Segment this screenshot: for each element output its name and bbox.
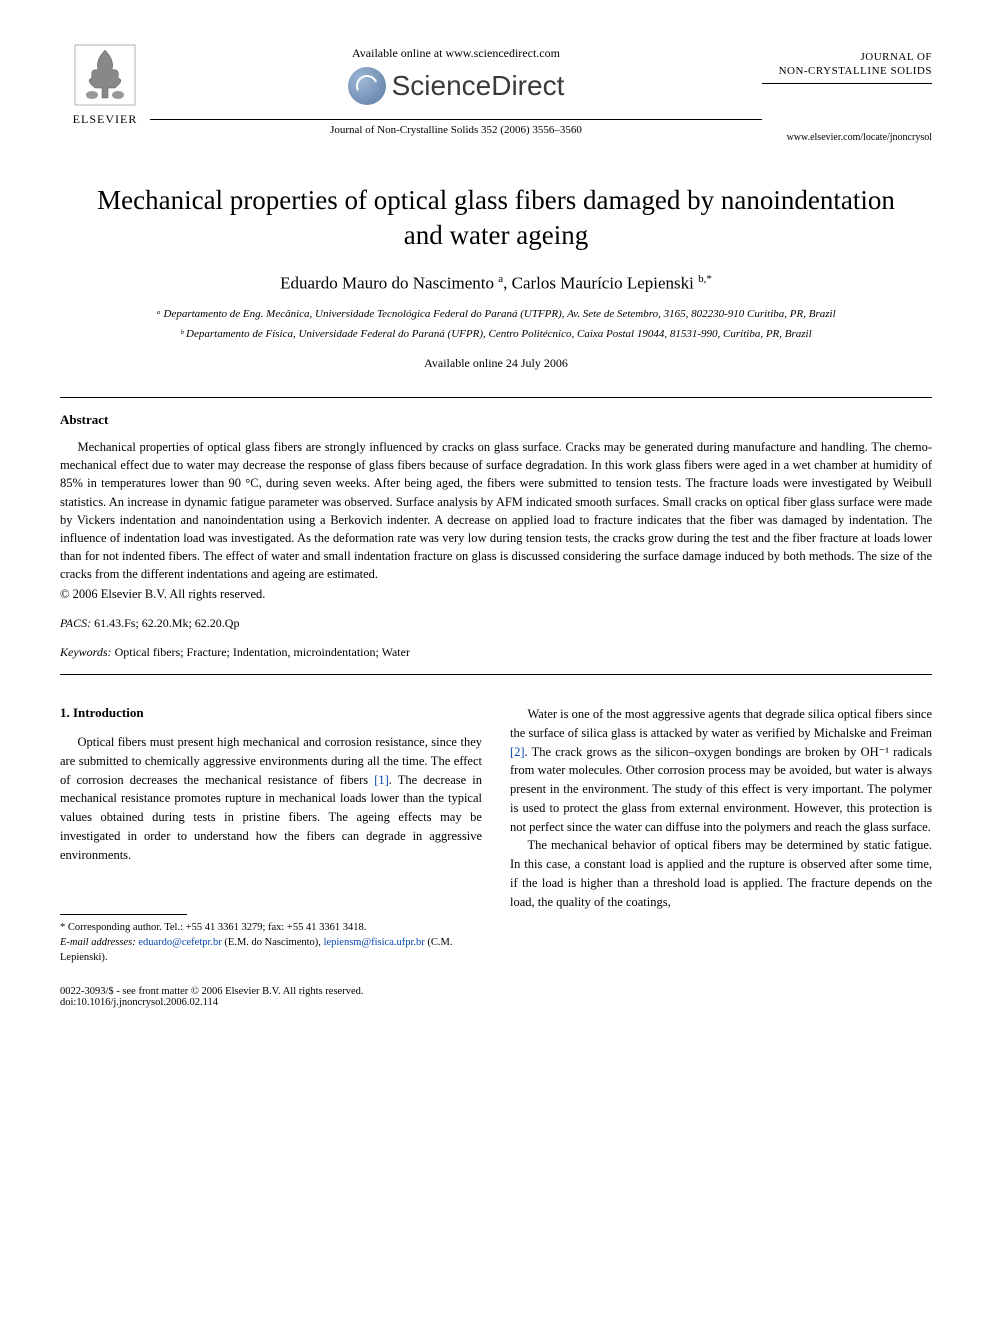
footnote-rule: [60, 914, 187, 915]
ref-link-2[interactable]: [2]: [510, 745, 525, 759]
footer-front-matter: 0022-3093/$ - see front matter © 2006 El…: [60, 986, 363, 997]
page-header: ELSEVIER Available online at www.science…: [60, 40, 932, 143]
keywords-bottom-rule: [60, 674, 932, 675]
email-label: E-mail addresses:: [60, 937, 136, 948]
abstract-copyright: © 2006 Elsevier B.V. All rights reserved…: [60, 587, 932, 602]
intro-para-1: Optical fibers must present high mechani…: [60, 733, 482, 864]
available-date: Available online 24 July 2006: [60, 356, 932, 371]
section-1-heading: 1. Introduction: [60, 705, 482, 721]
abstract-top-rule: [60, 397, 932, 398]
sciencedirect-icon: [348, 67, 386, 105]
corresponding-footnote: * Corresponding author. Tel.: +55 41 336…: [60, 921, 482, 965]
keywords-value: Optical fibers; Fracture; Indentation, m…: [115, 645, 410, 659]
journal-url: www.elsevier.com/locate/jnoncrysol: [762, 132, 932, 143]
column-right: Water is one of the most aggressive agen…: [510, 705, 932, 965]
journal-name-line2: NON-CRYSTALLINE SOLIDS: [762, 64, 932, 78]
intro-para-2: Water is one of the most aggressive agen…: [510, 705, 932, 836]
elsevier-tree-icon: [70, 40, 140, 110]
abstract-heading: Abstract: [60, 412, 932, 428]
page-footer: 0022-3093/$ - see front matter © 2006 El…: [60, 986, 932, 1008]
available-online-text: Available online at www.sciencedirect.co…: [150, 46, 762, 61]
body-columns: 1. Introduction Optical fibers must pres…: [60, 705, 932, 965]
affiliation-b: ᵇ Departamento de Física, Universidade F…: [100, 327, 892, 342]
footer-doi: doi:10.1016/j.jnoncrysol.2006.02.114: [60, 997, 363, 1008]
sciencedirect-logo: ScienceDirect: [150, 67, 762, 105]
corresponding-author: * Corresponding author. Tel.: +55 41 336…: [60, 921, 482, 936]
journal-name-rule: [762, 83, 932, 84]
affiliation-a: ᵃ Departamento de Eng. Mecânica, Univers…: [100, 307, 892, 322]
journal-name-line1: JOURNAL OF: [762, 50, 932, 64]
ref-link-1[interactable]: [1]: [374, 773, 389, 787]
journal-citation: Journal of Non-Crystalline Solids 352 (2…: [150, 124, 762, 136]
abstract-body: Mechanical properties of optical glass f…: [60, 438, 932, 583]
intro-para-3: The mechanical behavior of optical fiber…: [510, 836, 932, 911]
footer-left: 0022-3093/$ - see front matter © 2006 El…: [60, 986, 363, 1008]
sciencedirect-text: ScienceDirect: [392, 70, 565, 102]
header-rule: [150, 119, 762, 120]
article-title: Mechanical properties of optical glass f…: [90, 183, 902, 253]
elsevier-logo: ELSEVIER: [60, 40, 150, 127]
keywords-label: Keywords:: [60, 645, 112, 659]
header-right: JOURNAL OF NON-CRYSTALLINE SOLIDS www.el…: [762, 40, 932, 143]
elsevier-text: ELSEVIER: [73, 112, 138, 127]
pacs-label: PACS:: [60, 616, 91, 630]
pacs-value: 61.43.Fs; 62.20.Mk; 62.20.Qp: [94, 616, 239, 630]
authors: Eduardo Mauro do Nascimento a, Carlos Ma…: [60, 273, 932, 294]
email-name-1: (E.M. do Nascimento),: [224, 937, 321, 948]
header-center: Available online at www.sciencedirect.co…: [150, 40, 762, 136]
column-left: 1. Introduction Optical fibers must pres…: [60, 705, 482, 965]
keywords-line: Keywords: Optical fibers; Fracture; Inde…: [60, 645, 932, 660]
pacs-line: PACS: 61.43.Fs; 62.20.Mk; 62.20.Qp: [60, 616, 932, 631]
email-link-2[interactable]: lepiensm@fisica.ufpr.br: [324, 937, 425, 948]
email-link-1[interactable]: eduardo@cefetpr.br: [138, 937, 221, 948]
email-line: E-mail addresses: eduardo@cefetpr.br (E.…: [60, 936, 482, 965]
